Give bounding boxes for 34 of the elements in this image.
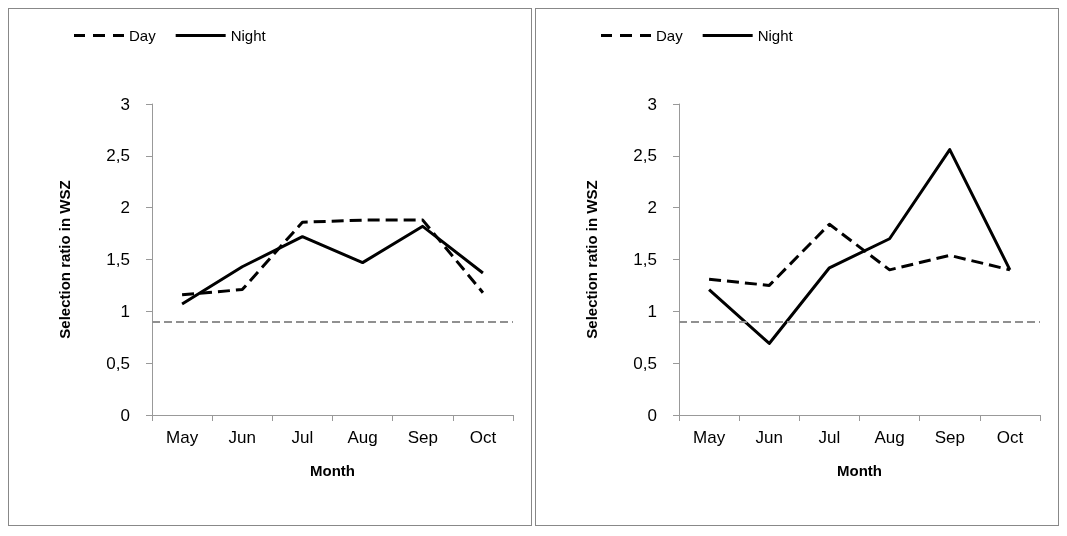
y-tick-label: 0 [120, 405, 130, 425]
y-tick-label: 2 [647, 198, 657, 218]
y-tick-label: 0,5 [633, 353, 657, 373]
x-axis-title: Month [837, 462, 882, 479]
x-tick-label: Jun [755, 428, 783, 447]
y-tick-label: 3 [120, 94, 130, 114]
y-tick-label: 0,5 [106, 353, 130, 373]
y-tick-label: 1,5 [633, 250, 657, 269]
x-tick-label: Sep [407, 428, 438, 447]
legend-label: Night [230, 27, 267, 44]
y-tick-label: 1 [120, 301, 130, 321]
x-tick-label: Jul [291, 428, 314, 447]
y-axis-title: Selection ratio in WSZ [583, 180, 600, 339]
x-tick-label: May [693, 428, 726, 447]
x-tick-label: Oct [469, 428, 497, 447]
x-tick-label: Jul [818, 428, 841, 447]
y-tick-label: 1 [647, 301, 657, 321]
y-tick-label: 1,5 [106, 250, 130, 269]
legend-label: Day [656, 27, 684, 44]
x-tick-label: May [166, 428, 199, 447]
x-tick-label: Aug [874, 428, 905, 447]
y-axis-title: Selection ratio in WSZ [56, 180, 73, 339]
y-tick-label: 3 [647, 94, 657, 114]
y-tick-label: 2,5 [106, 146, 130, 166]
x-tick-label: Sep [934, 428, 965, 447]
y-tick-label: 2,5 [633, 146, 657, 166]
x-tick-label: Oct [996, 428, 1024, 447]
x-axis-title: Month [310, 462, 355, 479]
y-tick-label: 0 [647, 405, 657, 425]
y-tick-label: 2 [120, 198, 130, 218]
legend-label: Night [757, 27, 794, 44]
x-tick-label: Jun [228, 428, 256, 447]
x-tick-label: Aug [347, 428, 378, 447]
legend-label: Day [129, 27, 157, 44]
